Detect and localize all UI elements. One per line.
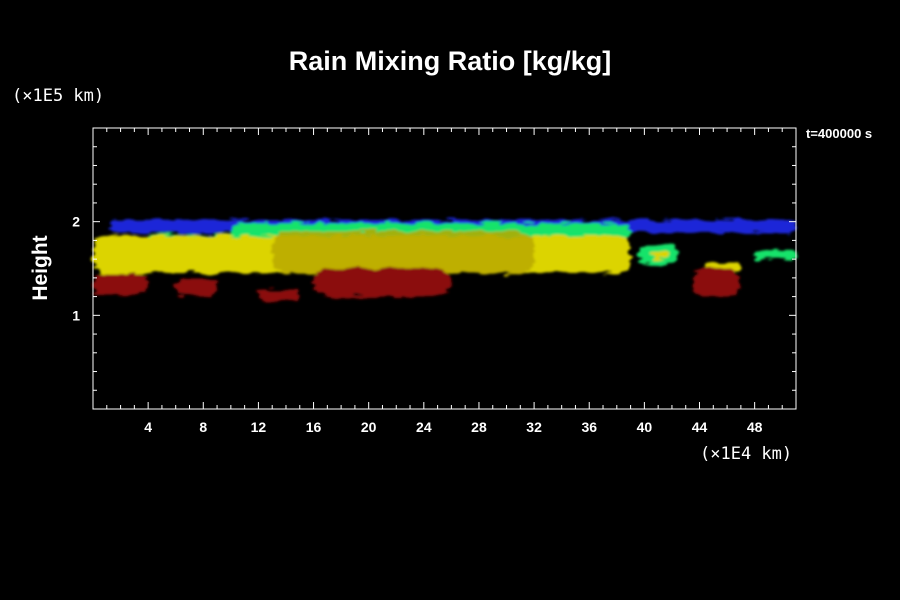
rain-region-low <box>93 273 149 295</box>
plot-frame <box>92 127 797 410</box>
x-tick-label: 8 <box>199 419 207 435</box>
x-tick-label: 20 <box>361 419 377 435</box>
rain-region-low <box>258 290 300 302</box>
x-tick-label: 4 <box>144 419 152 435</box>
x-axis-ticks: 4 8 12 16 20 24 28 32 36 40 44 48 <box>106 128 783 435</box>
x-tick-label: 48 <box>747 419 763 435</box>
rain-region-low <box>692 268 741 297</box>
x-axis-multiplier-label: (×1E4 km) <box>700 444 793 464</box>
y-axis-multiplier-label: (×1E5 km) <box>12 86 105 106</box>
x-tick-label: 44 <box>692 419 708 435</box>
y-axis-ticks: 12 <box>72 146 796 391</box>
x-tick-label: 12 <box>251 419 267 435</box>
rain-region-mid <box>651 249 670 260</box>
x-tick-label: 16 <box>306 419 322 435</box>
rain-region-low <box>175 277 218 297</box>
chart-title: Rain Mixing Ratio [kg/kg] <box>288 46 612 76</box>
x-tick-label: 24 <box>416 419 432 435</box>
x-tick-label: 40 <box>637 419 653 435</box>
y-tick-label: 2 <box>72 214 80 230</box>
x-tick-label: 32 <box>526 419 542 435</box>
rain-region-mid_high <box>754 249 796 260</box>
x-tick-label: 36 <box>581 419 597 435</box>
rain-region-low <box>313 268 452 297</box>
y-tick-label: 1 <box>72 307 80 323</box>
rain-region-mid_low <box>272 231 535 274</box>
rain-field <box>93 219 796 302</box>
x-tick-label: 28 <box>471 419 487 435</box>
time-label: t=400000 s <box>806 126 873 141</box>
